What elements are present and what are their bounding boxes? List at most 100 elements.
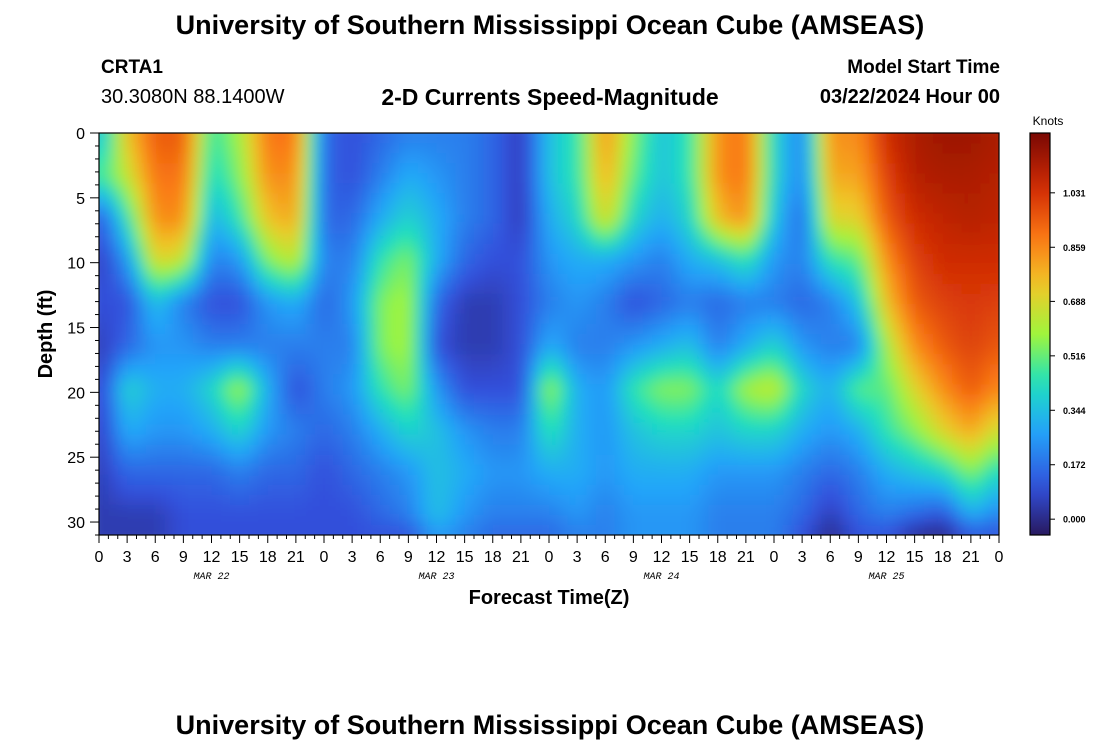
heatmap-cell	[408, 504, 419, 516]
heatmap-cell	[895, 374, 907, 386]
heatmap-cell	[830, 233, 841, 245]
heatmap-cell	[464, 203, 475, 215]
heatmap-cell	[792, 263, 803, 275]
heatmap-cell	[652, 133, 663, 144]
heatmap-cell	[511, 354, 522, 365]
heatmap-cell	[155, 404, 166, 416]
heatmap-cell	[502, 243, 513, 255]
heatmap-cell	[145, 464, 157, 476]
heatmap-cell	[324, 444, 335, 456]
heatmap-cell	[286, 334, 297, 345]
heatmap-cell	[942, 394, 953, 406]
heatmap-cell	[520, 514, 532, 526]
heatmap-cell	[680, 263, 691, 275]
heatmap-cell	[980, 153, 991, 164]
heatmap-cell	[370, 223, 382, 235]
heatmap-cell	[520, 364, 532, 375]
heatmap-cell	[239, 153, 250, 164]
heatmap-cell	[108, 143, 119, 154]
heatmap-cell	[183, 153, 194, 164]
heatmap-cell	[239, 133, 250, 144]
heatmap-cell	[99, 524, 110, 535]
heatmap-cell	[408, 173, 419, 185]
heatmap-cell	[305, 404, 316, 416]
heatmap-cell	[239, 173, 250, 185]
heatmap-cell	[455, 444, 466, 456]
heatmap-cell	[830, 203, 841, 215]
heatmap-cell	[727, 303, 738, 315]
heatmap-cell	[652, 293, 663, 305]
heatmap-cell	[877, 283, 888, 295]
heatmap-cell	[136, 394, 147, 406]
heatmap-cell	[389, 424, 400, 436]
heatmap-cell	[417, 283, 428, 295]
heatmap-cell	[267, 323, 278, 335]
heatmap-cell	[942, 283, 953, 295]
heatmap-cell	[183, 303, 194, 315]
heatmap-cell	[764, 384, 775, 396]
heatmap-cell	[755, 213, 766, 225]
heatmap-cell	[802, 484, 813, 496]
heatmap-cell	[445, 173, 457, 185]
heatmap-cell	[614, 384, 625, 396]
footer-title: University of Southern Mississippi Ocean…	[175, 710, 925, 740]
heatmap-cell	[445, 364, 457, 375]
heatmap-cell	[117, 504, 128, 516]
heatmap-cell	[727, 273, 738, 285]
heatmap-cell	[680, 273, 691, 285]
heatmap-cell	[342, 354, 353, 365]
heatmap-cell	[689, 283, 700, 295]
heatmap-cell	[492, 444, 503, 456]
heatmap-cell	[914, 404, 925, 416]
heatmap-cell	[174, 464, 185, 476]
heatmap-cell	[867, 384, 878, 396]
heatmap-cell	[530, 524, 541, 535]
heatmap-cell	[774, 133, 785, 144]
heatmap-cell	[239, 414, 250, 426]
heatmap-cell	[474, 374, 485, 386]
heatmap-cell	[408, 414, 419, 426]
heatmap-cell	[380, 474, 391, 486]
heatmap-cell	[811, 303, 822, 315]
heatmap-cell	[192, 253, 203, 265]
heatmap-cell	[745, 374, 757, 386]
heatmap-cell	[305, 434, 316, 446]
heatmap-cell	[905, 514, 916, 526]
heatmap-cell	[220, 334, 232, 345]
heatmap-cell	[624, 524, 635, 535]
heatmap-cell	[970, 494, 982, 506]
heatmap-cell	[802, 474, 813, 486]
heatmap-cell	[530, 404, 541, 416]
heatmap-cell	[220, 163, 232, 174]
heatmap-cell	[286, 163, 297, 174]
heatmap-cell	[342, 364, 353, 375]
heatmap-cell	[258, 374, 269, 386]
heatmap-cell	[802, 454, 813, 466]
heatmap-cell	[802, 444, 813, 456]
heatmap-cell	[324, 424, 335, 436]
heatmap-cell	[192, 273, 203, 285]
heatmap-cell	[239, 474, 250, 486]
heatmap-cell	[455, 143, 466, 154]
heatmap-cell	[314, 524, 325, 535]
heatmap-cell	[417, 233, 428, 245]
heatmap-cell	[445, 323, 457, 335]
heatmap-cell	[577, 334, 588, 345]
heatmap-cell	[352, 223, 363, 235]
heatmap-cell	[174, 183, 185, 195]
heatmap-cell	[239, 334, 250, 345]
heatmap-cell	[389, 273, 400, 285]
heatmap-cell	[839, 344, 850, 355]
heatmap-cell	[99, 193, 110, 205]
heatmap-cell	[108, 133, 119, 144]
heatmap-cell	[820, 414, 832, 426]
heatmap-cell	[699, 133, 710, 144]
heatmap-cell	[324, 354, 335, 365]
heatmap-cell	[520, 163, 532, 174]
heatmap-cell	[145, 293, 157, 305]
heatmap-cell	[117, 263, 128, 275]
heatmap-cell	[324, 323, 335, 335]
heatmap-cell	[286, 203, 297, 215]
heatmap-cell	[727, 344, 738, 355]
heatmap-cell	[427, 163, 438, 174]
